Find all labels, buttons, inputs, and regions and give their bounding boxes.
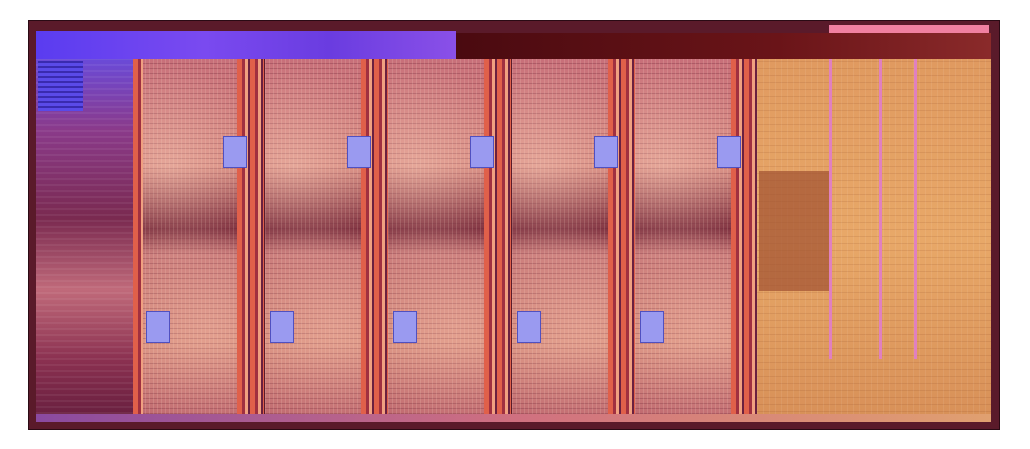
ring-stripe	[731, 59, 758, 414]
cache-block	[470, 136, 494, 168]
graphics-divider	[914, 59, 917, 359]
graphics-dark-block	[759, 171, 829, 291]
cpu-core	[141, 59, 237, 414]
cache-block	[346, 136, 371, 168]
bottom-strip	[36, 414, 991, 422]
cache-block	[393, 311, 417, 343]
top-io-strip	[36, 31, 456, 59]
cpu-core	[511, 59, 608, 414]
ring-stripe	[484, 59, 511, 414]
ring-stripe	[360, 59, 388, 414]
ring-stripe	[607, 59, 635, 414]
graphics-divider	[829, 59, 832, 359]
cpu-core	[264, 59, 361, 414]
left-io-region	[36, 59, 141, 414]
cache-block	[516, 311, 541, 343]
processor-die	[28, 20, 1000, 430]
cache-block	[640, 311, 664, 343]
cache-block	[593, 136, 618, 168]
graphics-divider	[879, 59, 882, 359]
cache-block	[717, 136, 741, 168]
top-dark-strip	[456, 33, 991, 59]
cpu-core	[388, 59, 484, 414]
ring-stripe	[133, 59, 143, 414]
cache-block	[146, 311, 170, 343]
top-pink-strip	[829, 25, 989, 33]
cache-block	[269, 311, 294, 343]
cache-block	[223, 136, 247, 168]
ring-stripe	[237, 59, 264, 414]
cpu-core	[635, 59, 731, 414]
left-blue-block	[38, 61, 83, 111]
